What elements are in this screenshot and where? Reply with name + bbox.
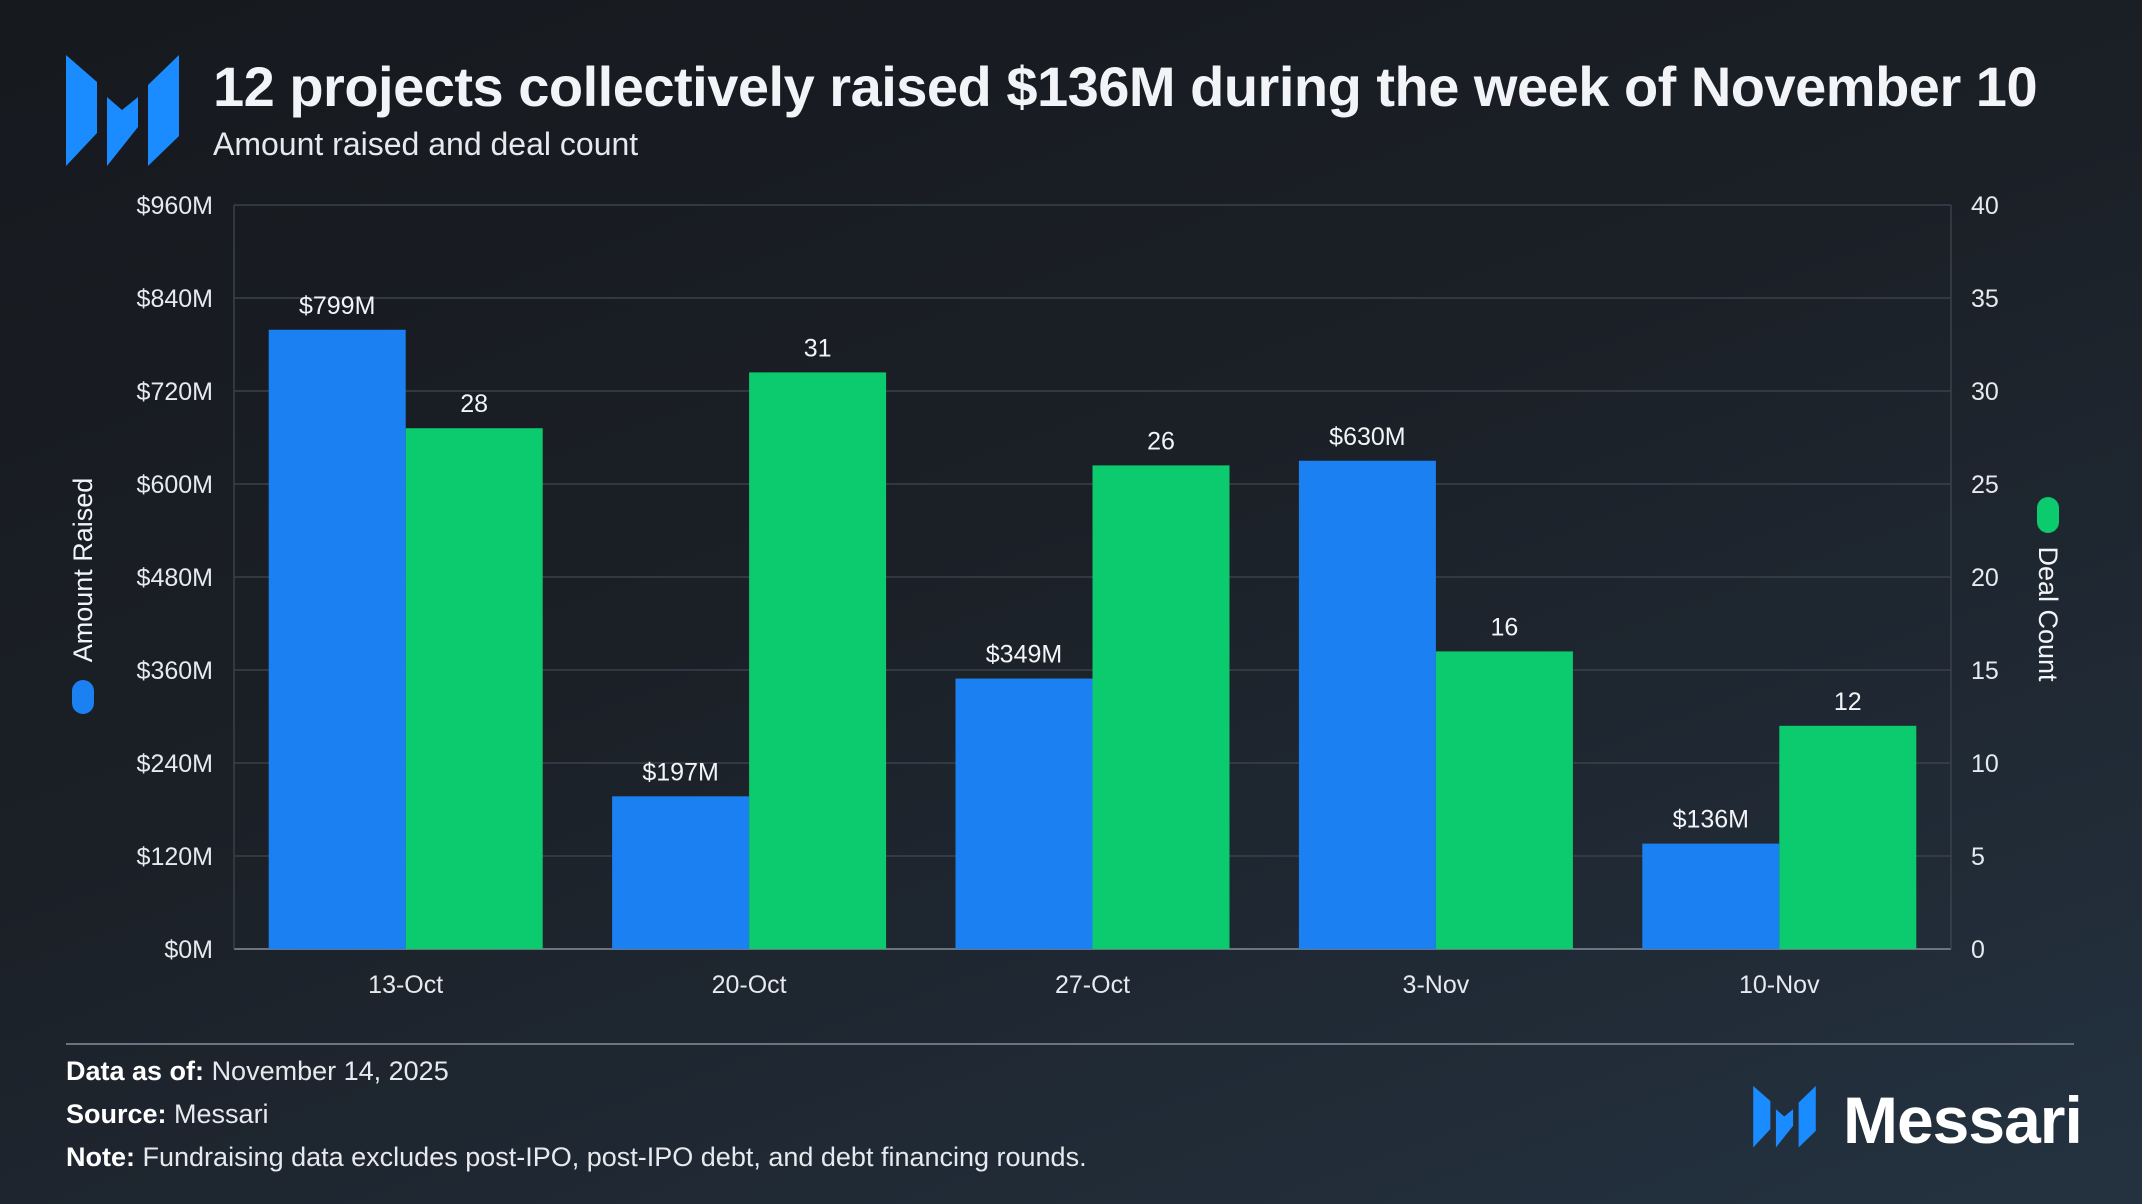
data-label-count: 31 xyxy=(804,334,832,362)
data-as-of: Data as of: November 14, 2025 xyxy=(66,1056,449,1087)
bar-deal-count xyxy=(749,372,887,949)
y2-tick-label: 5 xyxy=(1971,843,1985,871)
y-axis-title: Amount Raised xyxy=(68,478,98,663)
bar-amount-raised xyxy=(1642,843,1780,949)
footer-divider xyxy=(66,1043,2074,1045)
data-as-of-value: November 14, 2025 xyxy=(211,1056,449,1086)
data-label-amount: $136M xyxy=(1673,806,1749,834)
data-as-of-label: Data as of: xyxy=(66,1056,205,1086)
y-tick-label: $480M xyxy=(137,564,213,592)
y-tick-label: $240M xyxy=(137,750,213,778)
bar-amount-raised xyxy=(955,678,1093,949)
y-tick-label: $720M xyxy=(137,378,213,406)
legend-swatch-amount-raised xyxy=(72,680,94,714)
y2-tick-label: 15 xyxy=(1971,657,1999,685)
chart-subtitle: Amount raised and deal count xyxy=(213,126,639,162)
x-tick-label: 10-Nov xyxy=(1739,971,1820,999)
data-label-count: 16 xyxy=(1490,613,1518,641)
bar-deal-count xyxy=(1435,651,1573,949)
data-label-count: 12 xyxy=(1834,688,1862,716)
x-tick-label: 13-Oct xyxy=(368,971,443,999)
source: Source: Messari xyxy=(66,1099,269,1130)
bar-deal-count xyxy=(405,428,543,949)
bar-amount-raised xyxy=(268,329,406,949)
y2-tick-label: 30 xyxy=(1971,378,1999,406)
messari-brand-icon xyxy=(1753,1086,1816,1148)
y2-tick-label: 10 xyxy=(1971,750,1999,778)
source-label: Source: xyxy=(66,1099,167,1129)
y-tick-label: $120M xyxy=(137,843,213,871)
x-tick-label: 3-Nov xyxy=(1403,971,1470,999)
y-tick-label: $0M xyxy=(164,936,213,964)
y2-tick-label: 40 xyxy=(1971,192,1999,220)
data-label-amount: $197M xyxy=(642,758,718,786)
note-label: Note: xyxy=(66,1142,135,1172)
x-tick-label: 27-Oct xyxy=(1055,971,1130,999)
messari-brand-text: Messari xyxy=(1843,1083,2083,1157)
y2-axis-title: Deal Count xyxy=(2033,546,2063,682)
x-tick-label: 20-Oct xyxy=(712,971,787,999)
data-label-amount: $799M xyxy=(299,292,375,320)
chart-title: 12 projects collectively raised $136M du… xyxy=(213,55,2038,118)
y-tick-label: $360M xyxy=(137,657,213,685)
note-value: Fundraising data excludes post-IPO, post… xyxy=(142,1142,1087,1172)
bar-amount-raised xyxy=(1298,460,1436,949)
data-label-amount: $630M xyxy=(1329,423,1405,451)
bar-amount-raised xyxy=(612,796,750,949)
data-label-amount: $349M xyxy=(986,641,1062,669)
legend-swatch-deal-count xyxy=(2037,497,2059,533)
y-tick-label: $840M xyxy=(137,285,213,313)
bar-deal-count xyxy=(1092,465,1230,949)
bar-deal-count xyxy=(1779,725,1917,949)
y2-tick-label: 20 xyxy=(1971,564,1999,592)
data-label-count: 28 xyxy=(460,390,488,418)
data-label-count: 26 xyxy=(1147,427,1175,455)
y2-tick-label: 35 xyxy=(1971,285,1999,313)
source-value: Messari xyxy=(174,1099,269,1129)
y-tick-label: $600M xyxy=(137,471,213,499)
y2-tick-label: 0 xyxy=(1971,936,1985,964)
note: Note: Fundraising data excludes post-IPO… xyxy=(66,1142,1087,1173)
y-tick-label: $960M xyxy=(137,192,213,220)
y2-tick-label: 25 xyxy=(1971,471,1999,499)
